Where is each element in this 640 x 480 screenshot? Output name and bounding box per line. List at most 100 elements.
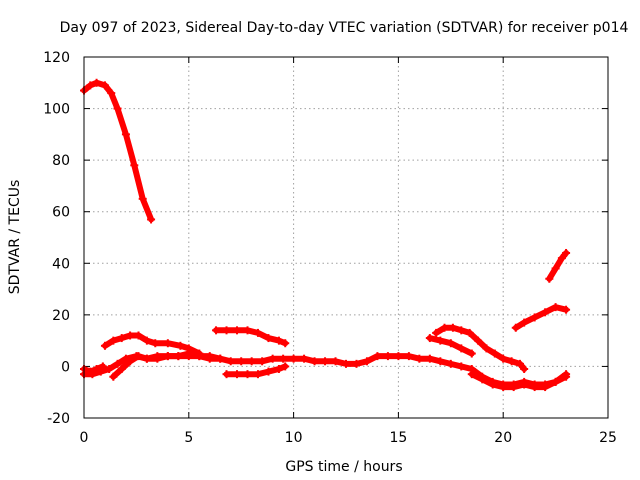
x-axis-label: GPS time / hours — [285, 459, 402, 475]
data-point — [274, 365, 283, 374]
data-point — [488, 380, 497, 389]
data-point — [557, 254, 566, 263]
data-point — [448, 323, 457, 332]
grid-lines — [84, 57, 608, 418]
y-tick-label: 20 — [52, 308, 70, 324]
data-point — [551, 303, 560, 312]
y-tick-label: 0 — [61, 359, 70, 375]
series-track-1 — [81, 79, 155, 223]
data-point — [147, 215, 156, 224]
data-point — [404, 352, 413, 361]
data-point — [279, 354, 288, 363]
data-point — [457, 362, 466, 371]
data-point — [352, 359, 361, 368]
data-point — [138, 194, 147, 203]
data-point — [237, 357, 246, 366]
data-point — [264, 334, 273, 343]
data-point — [176, 341, 185, 350]
y-axis-label: SDTVAR / TECUs — [7, 180, 23, 295]
x-tick-label: 10 — [285, 430, 303, 446]
data-point — [520, 380, 529, 389]
data-point — [100, 341, 109, 350]
data-point — [274, 336, 283, 345]
data-point — [530, 383, 539, 392]
data-point — [541, 308, 550, 317]
data-point — [499, 354, 508, 363]
data-series — [80, 78, 571, 392]
data-point — [551, 377, 560, 386]
data-point — [222, 326, 231, 335]
data-point — [281, 339, 290, 348]
x-tick-label: 5 — [184, 430, 193, 446]
data-point — [394, 352, 403, 361]
data-point — [100, 81, 109, 90]
data-point — [142, 336, 151, 345]
data-point — [478, 375, 487, 384]
data-point — [233, 326, 242, 335]
data-point — [253, 328, 262, 337]
data-point — [383, 352, 392, 361]
data-point — [425, 334, 434, 343]
data-point — [467, 370, 476, 379]
data-point — [457, 326, 466, 335]
data-point — [117, 334, 126, 343]
data-point — [551, 264, 560, 273]
data-point — [205, 352, 214, 361]
data-point — [457, 344, 466, 353]
data-point — [134, 331, 143, 340]
data-point — [107, 89, 116, 98]
series-track-11 — [81, 363, 106, 375]
data-point — [425, 354, 434, 363]
data-point — [515, 359, 524, 368]
data-point — [86, 367, 95, 376]
data-point — [289, 354, 298, 363]
data-point — [247, 357, 256, 366]
y-tick-label: -20 — [47, 411, 70, 427]
data-point — [362, 357, 371, 366]
data-point — [310, 357, 319, 366]
series-track-10 — [546, 250, 570, 282]
data-point — [113, 104, 122, 113]
x-tick-labels: 0 5 10 15 20 25 — [80, 430, 617, 446]
x-tick-label: 15 — [389, 430, 407, 446]
plot-frame — [83, 56, 609, 419]
data-point — [92, 365, 101, 374]
y-tick-label: 80 — [52, 153, 70, 169]
data-point — [562, 305, 571, 314]
data-point — [432, 328, 441, 337]
data-point — [233, 370, 242, 379]
data-point — [436, 336, 445, 345]
data-point — [562, 248, 571, 257]
data-point — [134, 352, 143, 361]
data-point — [98, 362, 107, 371]
data-point — [331, 357, 340, 366]
data-point — [151, 339, 160, 348]
data-point — [300, 354, 309, 363]
data-point — [562, 372, 571, 381]
data-point — [511, 323, 520, 332]
data-point — [264, 367, 273, 376]
data-point — [113, 359, 122, 368]
data-point — [253, 370, 262, 379]
data-point — [440, 323, 449, 332]
data-point — [436, 357, 445, 366]
y-tick-label: 60 — [52, 205, 70, 221]
data-point — [109, 372, 118, 381]
data-point — [117, 365, 126, 374]
x-tick-label: 25 — [599, 430, 617, 446]
data-point — [243, 370, 252, 379]
data-point — [86, 81, 95, 90]
series-track-12 — [468, 371, 570, 391]
data-point — [520, 318, 529, 327]
data-point — [499, 383, 508, 392]
data-point — [321, 357, 330, 366]
data-point — [142, 354, 151, 363]
data-point — [509, 383, 518, 392]
x-tick-label: 20 — [494, 430, 512, 446]
x-tick-label: 0 — [80, 430, 89, 446]
data-point — [281, 362, 290, 371]
data-point — [222, 370, 231, 379]
data-point — [507, 357, 516, 366]
data-point — [243, 326, 252, 335]
